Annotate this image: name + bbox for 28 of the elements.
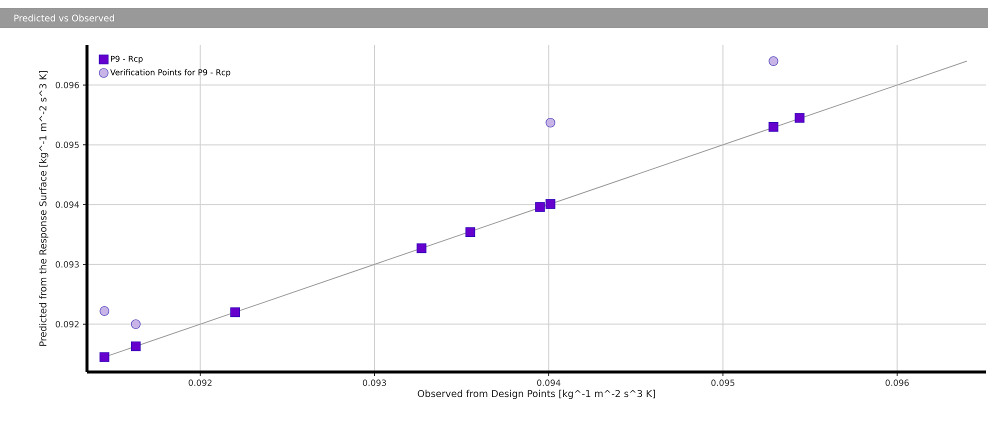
x-axis-title: Observed from Design Points [kg^-1 m^-2 s^3 K]: [418, 390, 655, 399]
point: [416, 243, 426, 254]
point: [768, 122, 778, 132]
x-tick-label: 0.096: [886, 380, 909, 386]
y-tick-label: 0.092: [56, 320, 79, 328]
point: [768, 56, 778, 66]
chart-title: Predicted vs Observed: [14, 14, 114, 22]
point: [130, 319, 141, 330]
point: [230, 307, 240, 318]
point: [100, 352, 110, 362]
legend-label: P9 - Rcp: [110, 56, 143, 64]
point: [535, 202, 545, 212]
y-tick-label: 0.096: [56, 82, 79, 88]
point: [794, 113, 804, 123]
point: [546, 118, 556, 128]
point: [130, 341, 141, 352]
x-tick-label: 0.095: [711, 380, 734, 386]
y-tick-label: 0.094: [56, 201, 80, 208]
point: [465, 227, 476, 237]
y-axis-title: Predicted from the Response Surface [kg^-1 m^-2 s^3 K]: [39, 71, 48, 346]
point: [546, 199, 556, 209]
x-tick-label: 0.093: [362, 380, 386, 386]
y-tick-label: 0.093: [56, 261, 79, 268]
y-tick-label: 0.095: [56, 142, 79, 148]
x-tick-label: 0.092: [188, 380, 212, 386]
point: [100, 306, 110, 316]
legend-label: Verification Points for P9 - Rcp: [110, 69, 230, 77]
x-tick-label: 0.094: [537, 380, 560, 386]
